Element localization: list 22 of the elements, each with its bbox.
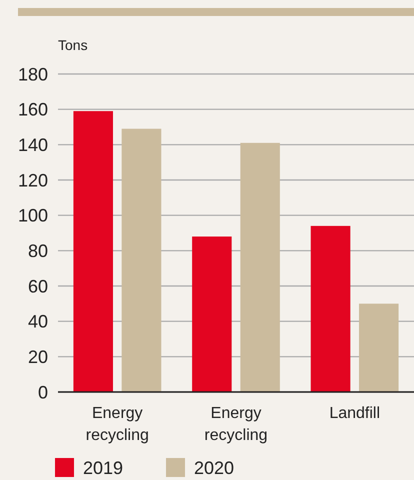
y-tick-label: 160: [18, 100, 48, 120]
y-tick-label: 120: [18, 170, 48, 190]
y-tick-label: 20: [28, 346, 48, 367]
legend-label: 2020: [194, 458, 234, 478]
bar: [359, 304, 399, 392]
bar: [122, 128, 162, 392]
y-tick-label: 60: [28, 276, 48, 296]
x-tick-label: Landfill: [329, 405, 380, 422]
bar: [192, 236, 232, 392]
y-tick-label: 40: [28, 312, 48, 332]
x-tick-label: Energy recycling: [86, 405, 149, 444]
bar: [240, 142, 280, 392]
legend-label: 2019: [83, 458, 124, 478]
y-tick-label: 140: [18, 134, 48, 155]
y-tick-label: 100: [18, 206, 48, 226]
y-tick-label: 80: [28, 240, 48, 261]
bar: [310, 226, 350, 392]
y-tick-label: 180: [18, 64, 48, 84]
y-tick-label: 0: [38, 382, 48, 402]
y-axis-title: Tons: [58, 37, 88, 53]
bar: [73, 111, 113, 392]
x-tick-label: Energy recycling: [204, 405, 268, 444]
